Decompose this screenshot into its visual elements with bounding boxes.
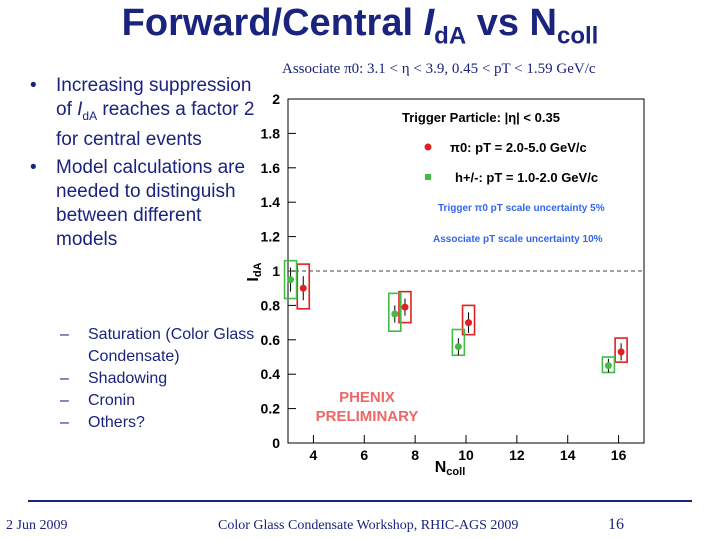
pi0-sys-box	[398, 290, 412, 324]
x-tick-label: 8	[411, 447, 419, 463]
y-tick-label: 1.6	[261, 160, 281, 176]
y-tick-label: 1.2	[261, 229, 281, 245]
associate-scale-note: Associate pT scale uncertainty 10%	[433, 234, 603, 245]
x-tick-label: 16	[611, 447, 627, 463]
trigger-label: Trigger Particle: |η| < 0.35	[402, 110, 560, 125]
h-point	[604, 362, 612, 370]
phenix-label: PHENIX	[339, 389, 395, 406]
title-N-sub: coll	[557, 22, 599, 50]
y-tick-label: 0.8	[261, 297, 281, 313]
y-tick-label: 0.2	[261, 401, 281, 417]
y-tick-label: 1.4	[261, 194, 281, 210]
preliminary-label: PRELIMINARY	[316, 408, 419, 425]
x-tick-label: 4	[310, 447, 318, 463]
y-tick-label: 0.4	[261, 366, 281, 382]
title-I-sub: dA	[434, 22, 467, 50]
x-tick-label: 6	[360, 447, 368, 463]
pi0-point	[465, 319, 473, 327]
h-point	[454, 343, 462, 351]
pi0-sys-box	[614, 337, 628, 363]
y-tick-label: 2	[272, 91, 280, 107]
legend-pi0-label: π0: pT = 2.0-5.0 GeV/c	[450, 140, 587, 155]
trigger-scale-note: Trigger π0 pT scale uncertainty 5%	[438, 203, 605, 214]
pi0-point	[299, 284, 307, 292]
h-point	[391, 310, 399, 318]
axis-ticks: 0 0.2 0.4 0.6 0.8 1 1.2 1.4 1.6 1.8 2 4 6 8 10 12 14 16	[261, 91, 627, 463]
legend-pi0-marker	[424, 143, 432, 151]
pi0-point	[401, 303, 409, 311]
y-tick-label: 1	[272, 263, 280, 279]
y-tick-label: 0	[272, 435, 280, 451]
h-point	[287, 276, 295, 284]
title-vs: vs N	[466, 2, 557, 44]
sub-bullet-saturation: Saturation (Color Glass Condensate)	[60, 324, 260, 368]
footer-rule	[28, 500, 692, 502]
y-tick-label: 0.6	[261, 332, 281, 348]
x-tick-label: 10	[458, 447, 474, 463]
x-tick-label: 14	[560, 447, 576, 463]
sub-bullet-cronin: Cronin	[60, 390, 260, 412]
slide-title: Forward/Central IdA vs Ncoll	[0, 2, 720, 51]
sub-bullet-shadowing: Shadowing	[60, 368, 260, 390]
h-sys-box	[283, 259, 298, 300]
sub-bullet-list: Saturation (Color Glass Condensate) Shad…	[60, 324, 260, 434]
pi0-sys-box	[461, 304, 476, 336]
h-sys-box	[387, 292, 402, 332]
title-text: Forward/Central	[121, 2, 424, 44]
pi0-point	[617, 348, 625, 356]
footer-date: 2 Jun 2009	[6, 518, 68, 533]
bullet-list: Increasing suppression of IdA reaches a …	[28, 74, 258, 256]
y-tick-label: 1.8	[261, 125, 281, 141]
x-tick-label: 12	[509, 447, 525, 463]
bullet-2: Model calculations are needed to disting…	[28, 156, 258, 252]
y-axis-label: IdA	[245, 262, 264, 281]
page-number: 16	[608, 516, 624, 533]
sub-bullet-others: Others?	[60, 412, 260, 434]
data-marks	[283, 259, 628, 374]
associate-cut-label: Associate π0: 3.1 < η < 3.9, 0.45 < pT <…	[282, 61, 596, 77]
title-I: I	[423, 2, 435, 44]
legend-h-marker	[425, 174, 431, 180]
footer-center: Color Glass Condensate Workshop, RHIC-AG…	[218, 518, 519, 533]
legend-h-label: h+/-: pT = 1.0-2.0 GeV/c	[455, 170, 598, 185]
bullet-1: Increasing suppression of IdA reaches a …	[28, 74, 258, 152]
